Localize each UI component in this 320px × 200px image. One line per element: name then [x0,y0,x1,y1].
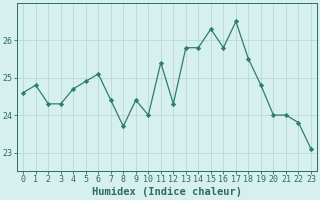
X-axis label: Humidex (Indice chaleur): Humidex (Indice chaleur) [92,187,242,197]
